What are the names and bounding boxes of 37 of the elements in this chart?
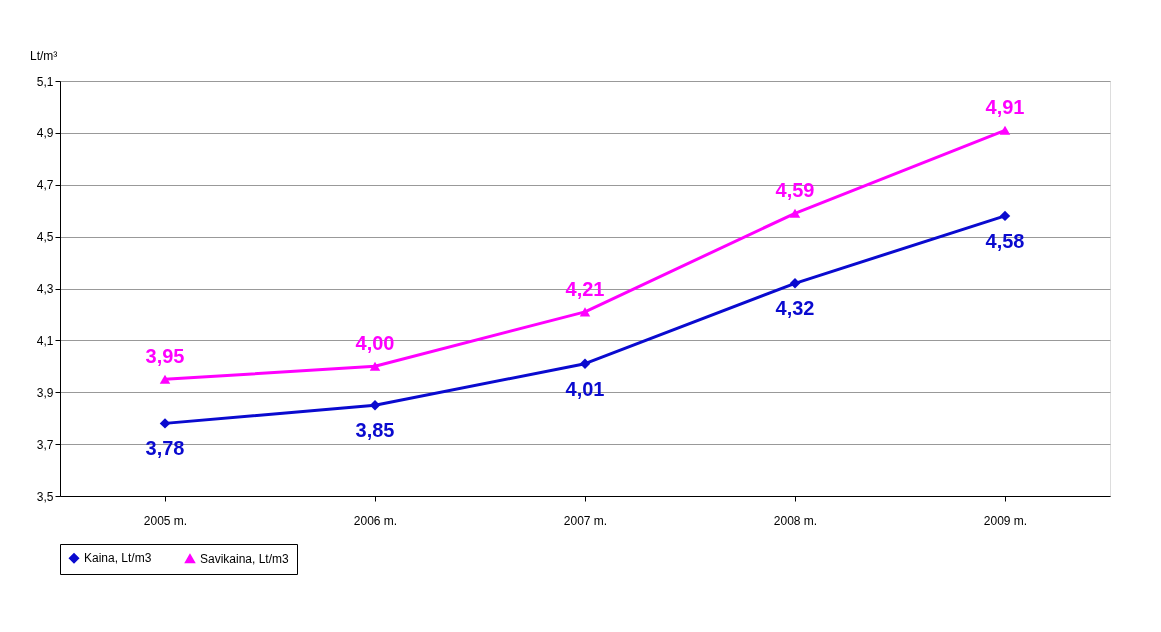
data-label: 4,32 <box>775 297 815 320</box>
data-label: 4,01 <box>565 377 605 400</box>
y-tick-label: 3,7 <box>36 437 54 452</box>
y-tick-label: 4,1 <box>36 333 54 348</box>
x-tick-label: 2006 m. <box>353 513 398 528</box>
y-tick-label: 3,5 <box>36 489 54 504</box>
data-label: 3,78 <box>145 437 185 460</box>
point <box>369 361 381 371</box>
data-label: 4,58 <box>985 229 1025 252</box>
point <box>999 210 1011 222</box>
point <box>579 358 591 369</box>
x-tick-label: 2009 m. <box>983 513 1028 528</box>
x-tick-label: 2005 m. <box>143 513 188 528</box>
point <box>789 208 801 218</box>
legend-label: Savikaina, Lt/m3 <box>200 551 290 566</box>
point <box>159 374 171 384</box>
data-label: 4,00 <box>355 332 395 355</box>
point <box>369 399 381 411</box>
x-tick-label: 2008 m. <box>773 513 818 528</box>
y-tick-label: 4,7 <box>36 178 54 193</box>
data-label: 4,21 <box>565 277 605 300</box>
point <box>789 278 801 289</box>
y-tick-label: 3,9 <box>36 385 54 400</box>
y-tick-label: 4,3 <box>36 282 54 296</box>
data-label: 4,91 <box>985 96 1025 119</box>
y-tick-label: 4,5 <box>36 230 54 245</box>
x-tick-label: 2007 m. <box>563 513 608 528</box>
data-label: 4,59 <box>775 179 815 202</box>
data-label: 3,85 <box>355 419 395 442</box>
legend-label: Kaina, Lt/m3 <box>84 551 152 566</box>
y-axis-title: Lt/m³ <box>30 49 58 63</box>
point <box>999 125 1011 135</box>
y-tick-label: 5,1 <box>36 74 54 89</box>
data-label: 3,95 <box>145 345 185 368</box>
point <box>159 418 171 429</box>
point <box>579 307 591 317</box>
y-tick-label: 4,9 <box>36 126 54 141</box>
